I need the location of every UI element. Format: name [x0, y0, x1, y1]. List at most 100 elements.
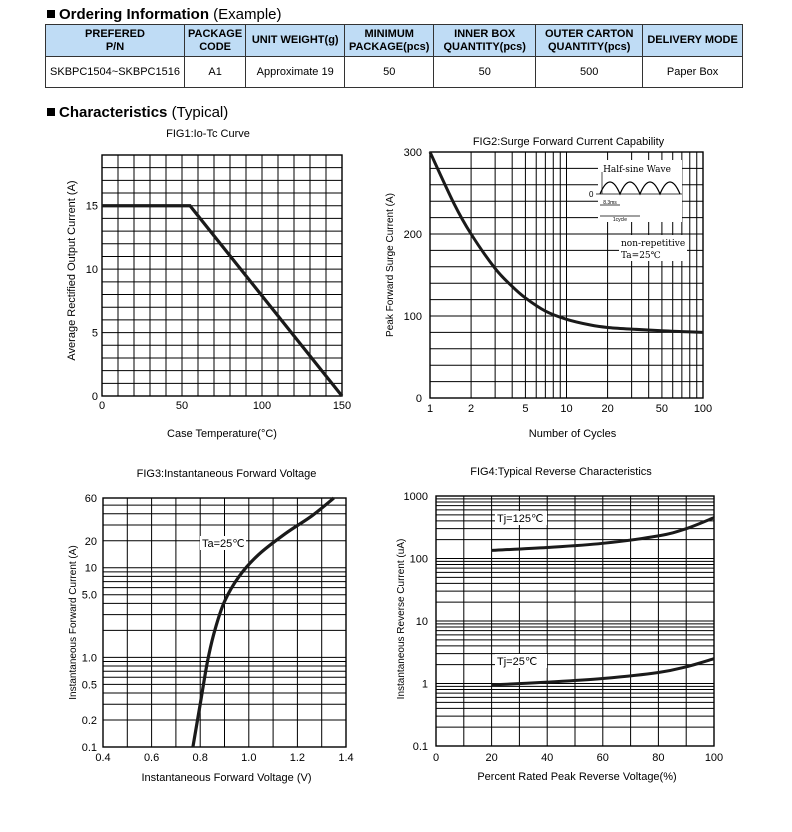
fig3-y-tick: 0.1 — [82, 742, 97, 754]
fig4-ylabel: Instantaneous Reverse Current (uA) — [396, 539, 407, 700]
fig3-y-tick: 1.0 — [82, 652, 97, 664]
fig4-chart: FIG4:Typical Reverse Characteristics 0 20 4… — [396, 466, 723, 783]
fig1-title: FIG1:Io-Tc Curve — [166, 128, 250, 140]
ordering-heading: Ordering Information (Example) — [47, 6, 282, 23]
fig4-x-tick: 40 — [541, 752, 553, 764]
fig2-x-tick: 20 — [601, 403, 613, 415]
fig3-curve — [191, 496, 335, 748]
fig2-chart: FIG2:Surge Forward Current Capability 1 2 5… — [385, 136, 712, 440]
fig2-y-tick: 0 — [416, 393, 422, 405]
fig1-y-tick: 15 — [86, 201, 98, 213]
fig1-curve — [102, 204, 344, 397]
fig1-frame — [101, 154, 343, 397]
header-pn: PREFERED P/N — [45, 24, 185, 57]
fig2-annotation: Ta=25℃ — [621, 251, 661, 261]
cell-inner-box: 50 — [433, 56, 537, 88]
fig4-series-curve — [491, 516, 715, 552]
fig4-y-tick: 1000 — [404, 491, 428, 503]
fig1-y-tick: 10 — [86, 264, 98, 276]
characteristics-subtitle: (Typical) — [171, 104, 229, 121]
fig4-series-label-bg — [495, 511, 547, 525]
fig2-ylabel: Peak Forward Surge Current (A) — [385, 193, 396, 337]
bullet-icon — [47, 10, 55, 18]
inset-label2: 1cycle — [613, 217, 627, 223]
fig1-x-tick: 0 — [99, 400, 105, 412]
fig2-x-tick: 100 — [694, 403, 712, 415]
fig1-xlabel: Case Temperature(°C) — [167, 428, 277, 440]
fig4-x-tick: 80 — [652, 752, 664, 764]
inset-title: Half-sine Wave — [603, 165, 671, 175]
fig3-annotation-bg — [200, 536, 246, 550]
fig2-y-tick: 100 — [404, 311, 422, 323]
fig1-ylabel: Average Rectified Output Current (A) — [66, 180, 78, 360]
characteristics-heading: Characteristics (Typical) — [47, 104, 228, 121]
fig2-x-tick: 5 — [522, 403, 528, 415]
fig1-x-tick: 150 — [333, 400, 351, 412]
fig4-series-label: Tj=25℃ — [497, 656, 537, 668]
ordering-subtitle: (Example) — [213, 6, 282, 23]
cell-unit-weight: Approximate 19 — [245, 56, 346, 88]
fig4-y-tick: 100 — [410, 554, 428, 566]
fig2-xlabel: Number of Cycles — [529, 428, 617, 440]
fig1-x-tick: 50 — [176, 400, 188, 412]
header-inner-box: INNER BOX QUANTITY(pcs) — [433, 24, 537, 57]
fig3-x-tick: 1.2 — [290, 752, 305, 764]
fig3-y-tick: 20 — [85, 536, 97, 548]
bullet-icon — [47, 108, 55, 116]
fig4-xlabel: Percent Rated Peak Reverse Voltage(%) — [477, 771, 676, 783]
fig3-x-tick: 1.4 — [338, 752, 353, 764]
cell-minimum-package: 50 — [344, 56, 435, 88]
fig2-y-tick: 200 — [404, 229, 422, 241]
fig3-xlabel: Instantaneous Forward Voltage (V) — [142, 772, 312, 784]
fig3-chart: FIG3:Instantaneous Forward Voltage 0.4 0.6… — [68, 468, 354, 784]
fig2-curve — [428, 151, 704, 334]
fig3-ylabel: Instantaneous Forward Current (A) — [68, 545, 79, 700]
fig2-annotation: non-repetitive — [621, 239, 685, 249]
fig3-y-tick: 0.5 — [82, 679, 97, 691]
inset-zero: 0 — [589, 190, 594, 199]
fig4-series-label: Tj=125℃ — [497, 513, 543, 525]
fig4-series-label-bg — [495, 654, 547, 668]
fig4-frame — [435, 495, 715, 747]
ordering-data-row: SKBPC1504~SKBPC1516 A1 Approximate 19 50… — [45, 56, 743, 88]
cell-outer-carton: 500 — [535, 56, 644, 88]
ordering-table: PREFERED P/N PACKAGE CODE UNIT WEIGHT(g) M… — [45, 24, 743, 88]
fig4-title: FIG4:Typical Reverse Characteristics — [470, 466, 652, 478]
fig2-frame — [429, 151, 704, 399]
fig4-y-tick: 1 — [422, 679, 428, 691]
ordering-header-row: PREFERED P/N PACKAGE CODE UNIT WEIGHT(g) M… — [45, 24, 743, 57]
inset-background — [598, 160, 682, 222]
header-package-code: PACKAGE CODE — [183, 24, 247, 57]
fig3-y-tick: 10 — [85, 563, 97, 575]
fig1-x-tick: 100 — [253, 400, 271, 412]
fig2-x-tick: 50 — [656, 403, 668, 415]
fig1-y-tick: 5 — [92, 328, 98, 340]
fig2-inset: Half-sine Wave 0 8.3ms 1cycle — [589, 160, 682, 223]
fig2-x-tick: 2 — [468, 403, 474, 415]
fig3-x-tick: 0.4 — [95, 752, 110, 764]
fig4-y-tick: 10 — [416, 616, 428, 628]
cell-package-code: A1 — [183, 56, 247, 88]
header-outer-carton: OUTER CARTON QUANTITY(pcs) — [535, 24, 644, 57]
fig3-annotation: Ta=25℃ — [202, 538, 245, 550]
fig4-x-tick: 20 — [485, 752, 497, 764]
characteristics-title: Characteristics — [59, 104, 168, 121]
fig4-series-curve — [491, 657, 715, 687]
fig4-x-tick: 100 — [705, 752, 723, 764]
fig1-chart: FIG1:Io-Tc Curve 0 50 100 150 0 5 10 15 Case Temp… — [66, 128, 351, 440]
inset-label1: 8.3ms — [603, 200, 617, 206]
fig3-y-tick: 0.2 — [82, 715, 97, 727]
fig2-x-tick: 1 — [427, 403, 433, 415]
fig2-x-tick: 10 — [560, 403, 572, 415]
fig3-frame — [102, 497, 347, 748]
fig4-y-tick: 0.1 — [413, 741, 428, 753]
fig4-x-tick: 60 — [597, 752, 609, 764]
fig2-title: FIG2:Surge Forward Current Capability — [473, 136, 665, 148]
fig3-y-tick: 60 — [85, 493, 97, 505]
fig3-y-tick: 5.0 — [82, 590, 97, 602]
fig1-y-tick: 0 — [92, 391, 98, 403]
fig2-y-tick: 300 — [404, 147, 422, 159]
fig3-title: FIG3:Instantaneous Forward Voltage — [137, 468, 317, 480]
header-delivery-mode: DELIVERY MODE — [642, 24, 743, 57]
